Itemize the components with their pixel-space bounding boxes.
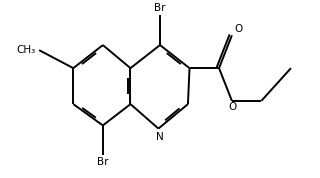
Text: Br: Br bbox=[97, 157, 108, 167]
Text: Br: Br bbox=[154, 3, 166, 13]
Text: O: O bbox=[235, 24, 243, 34]
Text: CH₃: CH₃ bbox=[16, 45, 35, 55]
Text: O: O bbox=[229, 102, 237, 112]
Text: N: N bbox=[156, 132, 163, 142]
